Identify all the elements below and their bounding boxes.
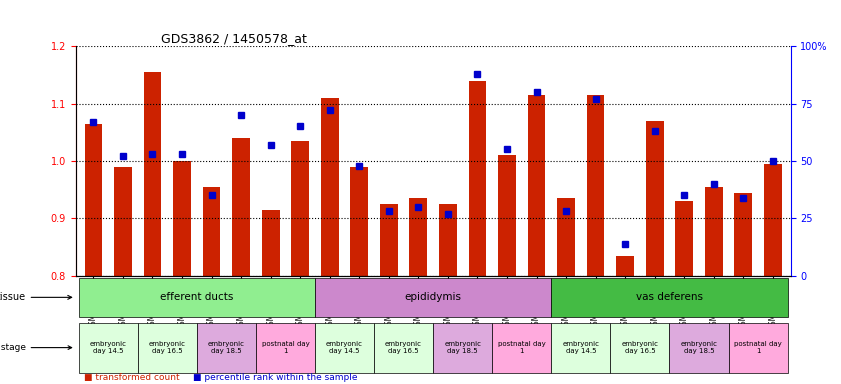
FancyBboxPatch shape [197, 323, 256, 374]
FancyBboxPatch shape [79, 323, 138, 374]
Text: vas deferens: vas deferens [636, 292, 703, 302]
Bar [173, 161, 191, 276]
Text: development stage: development stage [0, 343, 71, 352]
Bar [468, 81, 486, 276]
Bar [232, 138, 250, 276]
FancyBboxPatch shape [551, 323, 611, 374]
FancyBboxPatch shape [611, 323, 669, 374]
FancyBboxPatch shape [315, 323, 374, 374]
Text: postnatal day
1: postnatal day 1 [262, 341, 309, 354]
FancyBboxPatch shape [728, 323, 787, 374]
Bar [705, 187, 722, 276]
Text: embryonic
day 14.5: embryonic day 14.5 [90, 341, 127, 354]
Bar [587, 95, 605, 276]
Text: tissue: tissue [0, 292, 71, 302]
Bar [498, 155, 516, 276]
Text: embryonic
day 18.5: embryonic day 18.5 [680, 341, 717, 354]
FancyBboxPatch shape [374, 323, 433, 374]
FancyBboxPatch shape [669, 323, 728, 374]
Bar [380, 204, 398, 276]
Text: embryonic
day 18.5: embryonic day 18.5 [208, 341, 245, 354]
Text: embryonic
day 18.5: embryonic day 18.5 [444, 341, 481, 354]
Bar [439, 204, 457, 276]
Bar [764, 164, 781, 276]
Text: postnatal day
1: postnatal day 1 [498, 341, 546, 354]
Bar [321, 98, 339, 276]
Text: embryonic
day 14.5: embryonic day 14.5 [563, 341, 600, 354]
FancyBboxPatch shape [256, 323, 315, 374]
Text: postnatal day
1: postnatal day 1 [734, 341, 782, 354]
Bar [114, 167, 132, 276]
Bar [351, 167, 368, 276]
FancyBboxPatch shape [492, 323, 551, 374]
Bar [203, 187, 220, 276]
FancyBboxPatch shape [315, 278, 551, 317]
Text: embryonic
day 16.5: embryonic day 16.5 [621, 341, 659, 354]
Bar [85, 124, 103, 276]
Text: GDS3862 / 1450578_at: GDS3862 / 1450578_at [161, 32, 307, 45]
Bar [675, 201, 693, 276]
FancyBboxPatch shape [433, 323, 492, 374]
Bar [527, 95, 545, 276]
Bar [410, 198, 427, 276]
FancyBboxPatch shape [551, 278, 787, 317]
Text: embryonic
day 16.5: embryonic day 16.5 [385, 341, 422, 354]
Text: efferent ducts: efferent ducts [160, 292, 234, 302]
FancyBboxPatch shape [79, 278, 315, 317]
Bar [144, 72, 161, 276]
Bar [262, 210, 279, 276]
Bar [558, 198, 575, 276]
Bar [616, 256, 634, 276]
Text: epididymis: epididymis [405, 292, 462, 302]
Text: embryonic
day 16.5: embryonic day 16.5 [149, 341, 186, 354]
Text: embryonic
day 14.5: embryonic day 14.5 [326, 341, 363, 354]
Text: ■ transformed count: ■ transformed count [84, 373, 180, 382]
Bar [291, 141, 309, 276]
Bar [734, 192, 752, 276]
FancyBboxPatch shape [138, 323, 197, 374]
Bar [646, 121, 664, 276]
Text: ■ percentile rank within the sample: ■ percentile rank within the sample [193, 373, 358, 382]
